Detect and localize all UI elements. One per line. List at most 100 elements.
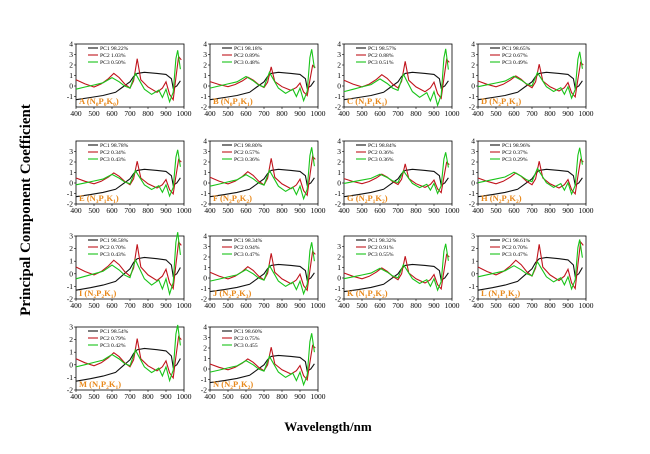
panel-label-text: ) (384, 96, 387, 106)
figure-y-axis-label: Principal Component Coefficient (18, 104, 34, 316)
legend-entry: PC3 0.51% (368, 60, 394, 66)
x-tick-label: 1000 (311, 392, 326, 401)
series-pc2-line (343, 161, 450, 194)
panel-label-subscript: 1 (115, 385, 118, 391)
x-tick-label: 1000 (579, 206, 594, 215)
panel-label-subscript: 1 (506, 102, 509, 108)
series-pc3-line (209, 333, 315, 387)
y-tick-label: -1 (469, 282, 475, 291)
legend: PC1 98.18%PC2 0.89%PC3 0.48% (222, 46, 263, 66)
x-tick-label: 500 (356, 301, 368, 310)
y-tick-label: 4 (337, 137, 341, 146)
x-tick-label: 400 (472, 109, 484, 118)
x-tick-label: 800 (276, 392, 288, 401)
series-pc1-line (477, 256, 583, 291)
x-tick-label: 400 (472, 301, 484, 310)
x-tick-label: 1000 (579, 109, 594, 118)
y-tick-label: -1 (335, 284, 341, 293)
x-tick-label: 1000 (311, 109, 326, 118)
panel-label: F (N2P0K2) (213, 193, 252, 205)
legend-entry: PC2 0.37% (502, 150, 528, 156)
x-tick-label: 1000 (311, 206, 326, 215)
x-tick-label: 700 (258, 392, 270, 401)
y-tick-label: 3 (203, 50, 207, 59)
y-tick-label: 1 (471, 168, 475, 177)
y-tick-label: -1 (67, 282, 73, 291)
y-tick-label: 0 (203, 82, 207, 91)
panel-label-subscript: 3 (96, 199, 99, 205)
panel-label-text: C (N (347, 96, 365, 106)
panel-label-subscript: 1 (238, 102, 241, 108)
y-tick-label: 4 (471, 40, 475, 49)
legend-entry: PC1 98.32% (368, 238, 397, 244)
x-tick-label: 800 (544, 109, 556, 118)
legend-entry: PC3 0.50% (100, 60, 126, 66)
legend-entry: PC1 98.96% (502, 143, 531, 149)
panel-label-text: P (501, 96, 506, 106)
y-tick-label: -2 (469, 200, 475, 209)
x-tick-label: 1000 (311, 301, 326, 310)
legend: PC1 98.65%PC2 0.67%PC3 0.49% (490, 46, 531, 66)
y-tick-label: -1 (469, 189, 475, 198)
series-pc2-line (209, 250, 316, 292)
panel-label-text: K (509, 193, 516, 203)
y-tick-label: -1 (67, 189, 73, 198)
series-pc3-line (209, 49, 315, 103)
panel-label-subscript: 1 (364, 102, 367, 108)
y-tick-label: 2 (69, 61, 73, 70)
series-pc2-line (477, 158, 584, 196)
y-tick-label: -2 (67, 295, 73, 304)
y-tick-label: 0 (337, 179, 341, 188)
panel-label-subscript: 2 (246, 199, 249, 205)
series-pc3-line (75, 50, 181, 104)
x-tick-label: 700 (392, 206, 404, 215)
series-pc2-line (75, 158, 182, 196)
y-tick-label: 1 (203, 168, 207, 177)
legend-entry: PC2 0.75% (234, 336, 260, 342)
series-pc1-line (75, 256, 181, 291)
series-pc3-line (477, 147, 583, 196)
y-tick-label: 1 (471, 257, 475, 266)
x-tick-label: 900 (562, 206, 574, 215)
y-tick-label: 0 (69, 360, 73, 369)
panel-label: N (N2P1K2) (213, 379, 253, 391)
panel-label-text: N (N (213, 379, 231, 389)
y-tick-label: 4 (69, 40, 73, 49)
panel-label: E (N3P1K1) (79, 193, 119, 205)
y-tick-label: -1 (201, 189, 207, 198)
panel-label-subscript: 1 (516, 102, 519, 108)
legend-entry: PC1 98.34% (234, 238, 263, 244)
panel-label-subscript: 0 (113, 102, 116, 108)
legend-entry: PC3 0.49% (502, 60, 528, 66)
x-tick-label: 700 (392, 301, 404, 310)
x-tick-label: 800 (142, 109, 154, 118)
y-tick-label: -2 (469, 103, 475, 112)
panel-label-text: K (375, 96, 382, 106)
legend-entry: PC2 0.36% (368, 150, 394, 156)
y-tick-label: 1 (337, 263, 341, 272)
panel-label-text: F (N (213, 193, 230, 203)
y-tick-label: -2 (469, 295, 475, 304)
panel-label-text: P (367, 96, 372, 106)
x-tick-label: 700 (124, 109, 136, 118)
legend-entry: PC1 98.78% (100, 143, 129, 149)
panel-label-subscript: 1 (382, 102, 385, 108)
legend-entry: PC2 0.34% (100, 150, 126, 156)
legend-entry: PC1 98.60% (234, 329, 263, 335)
panel-I: 400 500 600 700 800 900 1000 -2 -1 0 1 2 3 PC1 98.58%… (67, 232, 192, 311)
panel-label-subscript: 1 (497, 294, 500, 300)
panel-label-text: ) (519, 193, 522, 203)
legend-entry: PC2 0.91% (368, 245, 394, 251)
y-tick-label: -2 (201, 295, 207, 304)
legend-entry: PC2 0.89% (234, 53, 260, 59)
y-tick-label: 2 (203, 158, 207, 167)
y-tick-label: 1 (471, 71, 475, 80)
series-pc2-line (209, 344, 316, 382)
panel-label-text: ) (385, 193, 388, 203)
panel-label-text: L (N (481, 288, 498, 298)
panel-label-text: ) (518, 96, 521, 106)
x-tick-label: 800 (544, 206, 556, 215)
panel-label-text: I (N (79, 288, 94, 298)
panel-label-subscript: 2 (382, 199, 385, 205)
